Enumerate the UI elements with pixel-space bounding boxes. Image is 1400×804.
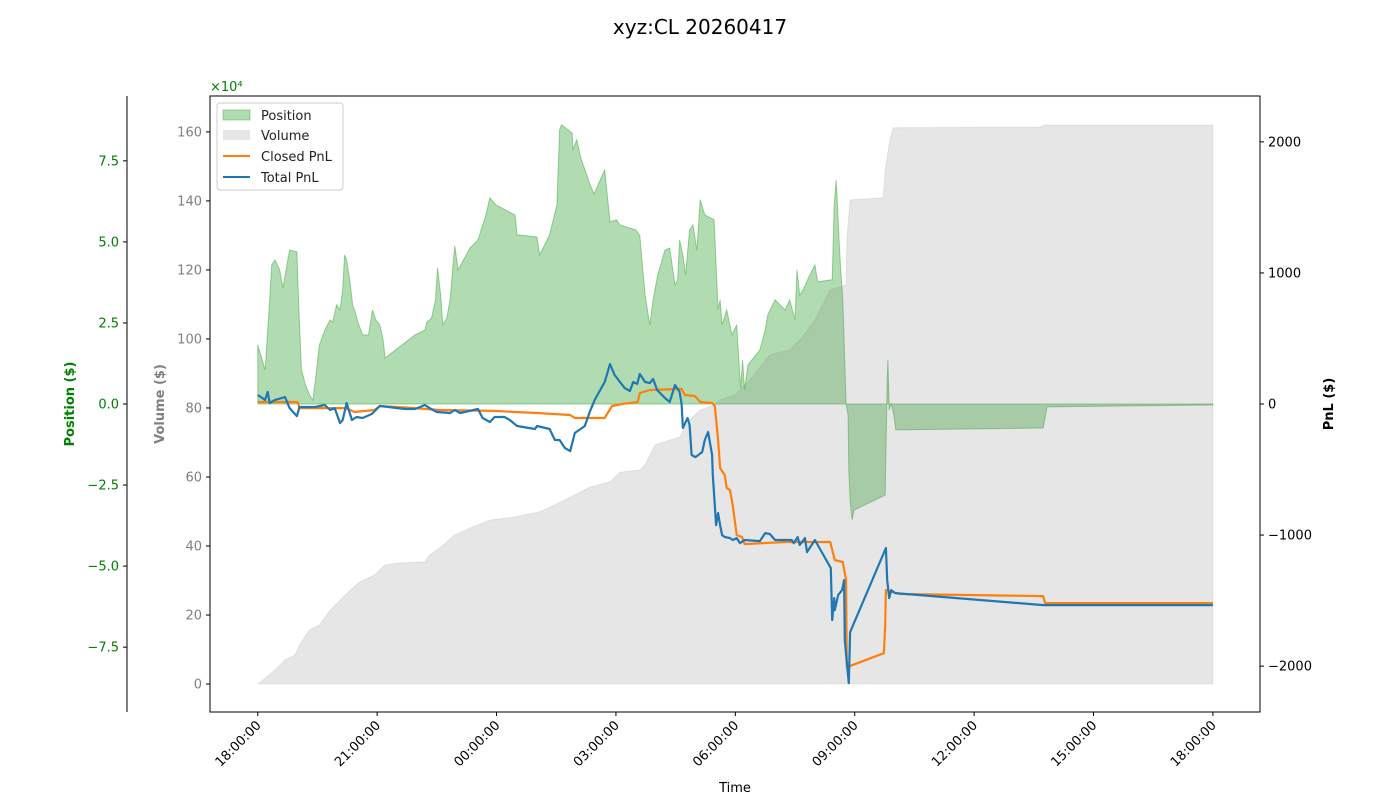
position-tick-label: 0.0: [98, 398, 119, 413]
position-tick-label: 5.0: [98, 235, 119, 250]
volume-tick-label: 40: [185, 540, 202, 555]
volume-axis-label: Volume ($): [153, 364, 168, 444]
legend-label-total-pnl: Total PnL: [260, 171, 319, 186]
position-tick-label: −5.0: [87, 560, 119, 575]
x-tick-label: 12:00:00: [929, 718, 981, 770]
pnl-tick-label: −2000: [1268, 660, 1312, 675]
total-pnl-line: [257, 362, 1213, 685]
pnl-tick-label: 1000: [1268, 266, 1301, 281]
x-tick-label: 18:00:00: [213, 718, 265, 770]
volume-tick-label: 140: [177, 194, 202, 209]
volume-tick-label: 100: [177, 332, 202, 347]
position-tick-label: −2.5: [87, 479, 119, 494]
legend-frame: [216, 102, 344, 191]
x-tick-label: 18:00:00: [1168, 718, 1220, 770]
legend-label-position: Position: [261, 109, 312, 124]
x-tick-label: 21:00:00: [332, 718, 384, 770]
pnl-tick-label: −1000: [1268, 529, 1312, 544]
volume-tick-label: 120: [177, 263, 202, 278]
chart-title: xyz:CL 20260417: [613, 15, 787, 39]
x-tick-label: 06:00:00: [690, 718, 742, 770]
plot-area: [257, 124, 1214, 685]
x-tick-label: 00:00:00: [451, 718, 503, 770]
position-tick-label: 2.5: [98, 316, 119, 331]
volume-tick-label: 80: [185, 401, 202, 416]
volume-tick-label: 160: [177, 125, 202, 140]
volume-area: [257, 124, 1214, 685]
position-axis-label: Position ($): [63, 362, 78, 447]
position-scale-label: ×10⁴: [210, 80, 243, 95]
position-tick-label: 7.5: [98, 154, 119, 169]
volume-tick-label: 0: [194, 678, 202, 693]
legend-swatch-volume: [223, 130, 250, 140]
legend: Position Volume Closed PnL Total PnL: [216, 102, 344, 191]
x-tick-label: 03:00:00: [571, 718, 623, 770]
volume-tick-label: 20: [185, 609, 202, 624]
x-axis-label: Time: [718, 781, 751, 796]
pnl-tick-label: 0: [1268, 398, 1276, 413]
pnl-tick-label: 2000: [1268, 135, 1301, 150]
legend-label-volume: Volume: [261, 129, 309, 144]
x-tick-label: 15:00:00: [1048, 718, 1100, 770]
legend-label-closed-pnl: Closed PnL: [261, 150, 333, 165]
pnl-axis-label: PnL ($): [1322, 378, 1337, 431]
x-tick-label: 09:00:00: [810, 718, 862, 770]
legend-swatch-position: [222, 109, 251, 121]
position-area: [257, 124, 1214, 521]
position-tick-label: −7.5: [87, 641, 119, 656]
volume-tick-label: 60: [185, 470, 202, 485]
